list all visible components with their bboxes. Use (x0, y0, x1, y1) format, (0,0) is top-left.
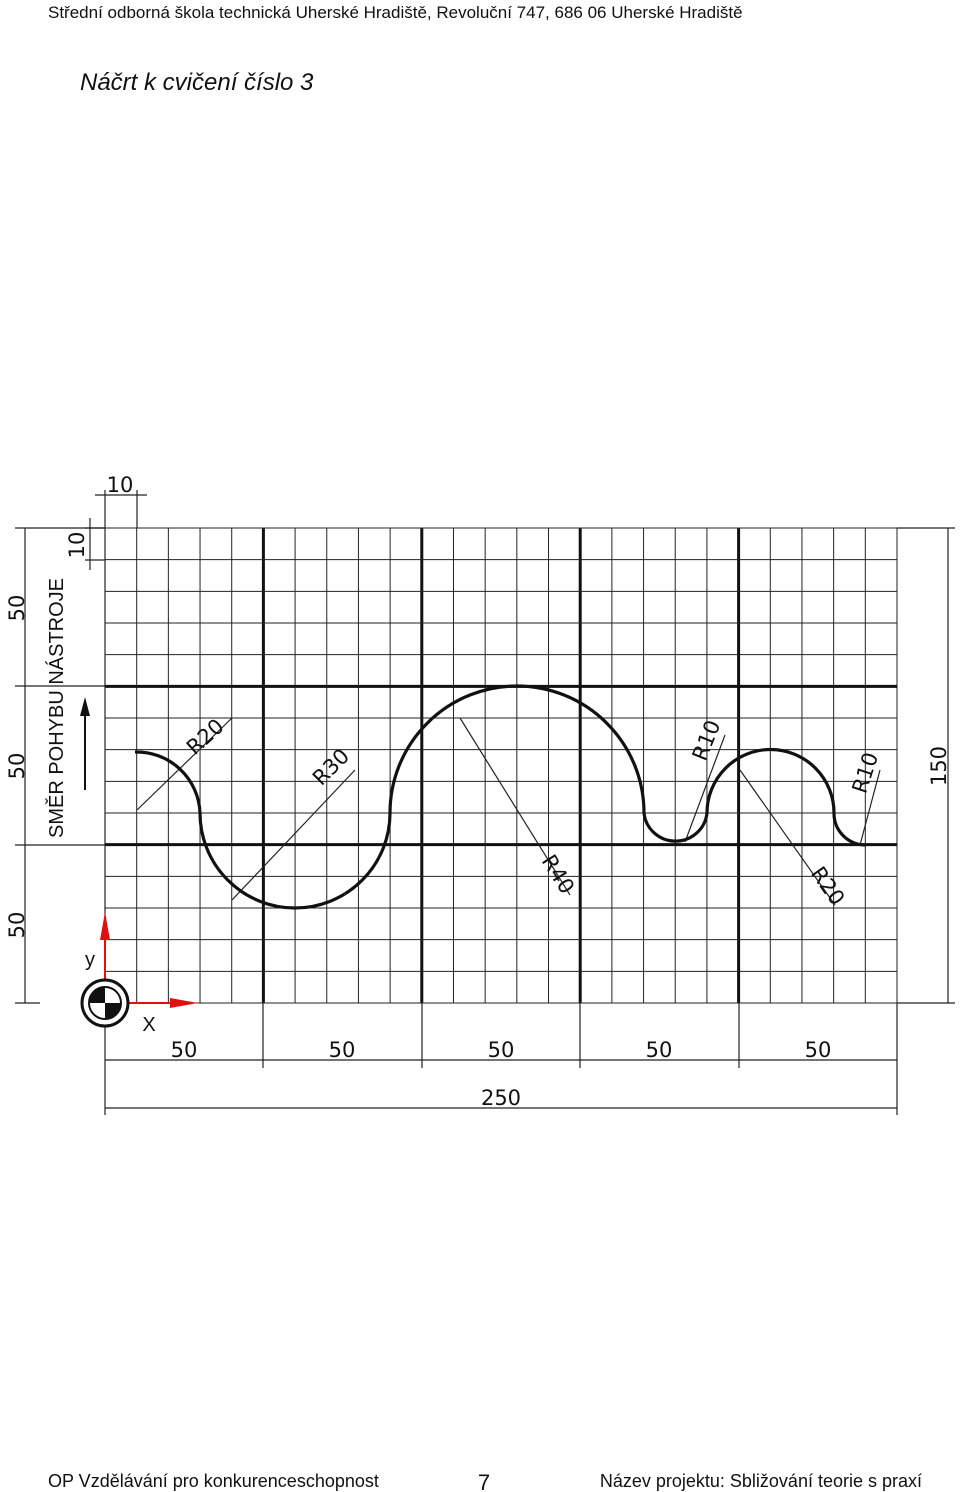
dim: 50 (488, 1038, 515, 1062)
footer-left: OP Vzdělávání pro konkurenceschopnost (48, 1471, 379, 1491)
page-number: 7 (478, 1470, 490, 1492)
dim: 250 (481, 1086, 521, 1110)
radius: R40 (537, 850, 579, 898)
radius: R10 (688, 717, 726, 764)
footer-right: Název projektu: Sbližování teorie s prax… (600, 1471, 922, 1491)
dim: 50 (5, 595, 29, 622)
dim: 50 (646, 1038, 673, 1062)
grid (104, 527, 898, 1004)
axis-label: X (142, 1014, 155, 1036)
y-axis-head (100, 912, 110, 940)
dim: 50 (5, 753, 29, 780)
dimensions (15, 490, 955, 1115)
title: Náčrt k cvičení číslo 3 (80, 69, 314, 96)
radius: R20 (806, 862, 849, 910)
x-axis-head (170, 998, 198, 1008)
tool-direction: SMĚR POHYBU NÁSTROJE (45, 578, 68, 838)
profile (134, 684, 866, 910)
axis-label: y (85, 949, 95, 971)
tool-arrow-head (80, 697, 90, 716)
radius: R10 (848, 749, 884, 796)
dim: 50 (805, 1038, 832, 1062)
dim: 10 (65, 532, 89, 559)
radius: R30 (308, 744, 354, 790)
dim: 50 (5, 912, 29, 939)
dim: 150 (927, 746, 951, 786)
radius: R20 (182, 714, 229, 759)
header-school: Střední odborná škola technická Uherské … (48, 3, 743, 22)
dim: 50 (171, 1038, 198, 1062)
origin-quadrant (89, 987, 121, 1019)
dim: 10 (107, 473, 134, 497)
dim: 50 (329, 1038, 356, 1062)
